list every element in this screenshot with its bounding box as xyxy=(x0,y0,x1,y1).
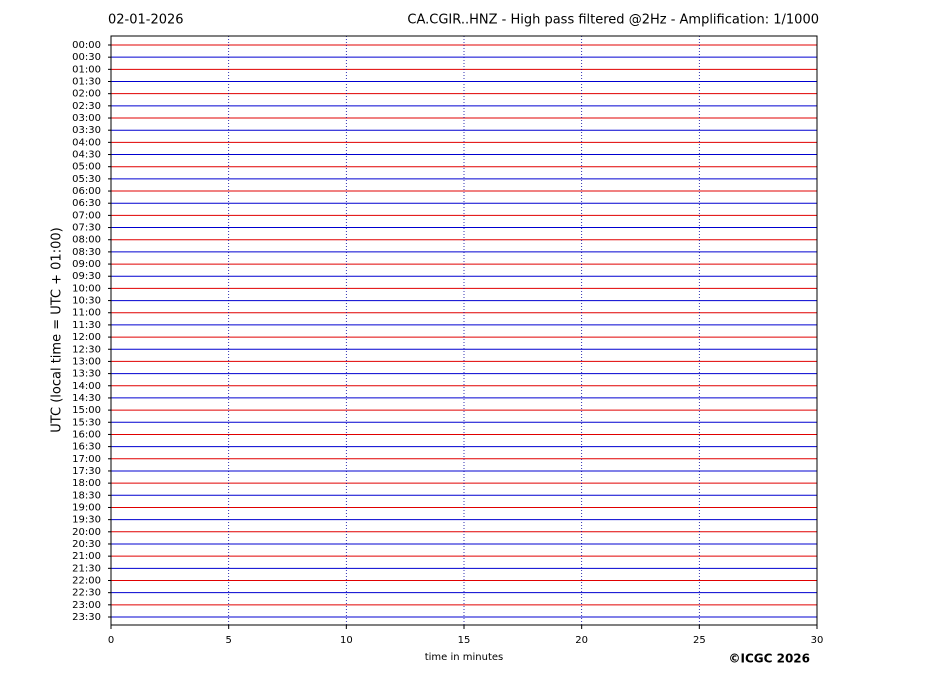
y-tick-label: 22:30 xyxy=(72,588,101,599)
x-tick-label: 20 xyxy=(575,635,588,646)
y-tick-label: 11:00 xyxy=(72,308,101,319)
y-tick-label: 22:00 xyxy=(72,575,101,586)
x-tick-label: 5 xyxy=(225,635,231,646)
y-tick-label: 13:00 xyxy=(72,356,101,367)
y-tick-label: 16:30 xyxy=(72,442,101,453)
y-tick-label: 20:00 xyxy=(72,527,101,538)
y-axis-label: UTC (local time = UTC + 01:00) xyxy=(50,227,65,432)
y-tick-label: 08:30 xyxy=(72,247,101,258)
y-tick-label: 05:00 xyxy=(72,162,101,173)
y-tick-label: 19:00 xyxy=(72,502,101,513)
y-tick-label: 02:00 xyxy=(72,89,101,100)
y-tick-label: 17:00 xyxy=(72,454,101,465)
y-tick-label: 19:30 xyxy=(72,515,101,526)
y-tick-label: 17:30 xyxy=(72,466,101,477)
x-tick-label: 0 xyxy=(108,635,114,646)
y-tick-label: 04:30 xyxy=(72,150,101,161)
y-tick-label: 21:30 xyxy=(72,563,101,574)
y-tick-label: 06:30 xyxy=(72,198,101,209)
y-tick-label: 18:00 xyxy=(72,478,101,489)
y-tick-label: 01:00 xyxy=(72,64,101,75)
x-tick-label: 10 xyxy=(340,635,353,646)
y-tick-label: 09:00 xyxy=(72,259,101,270)
y-tick-label: 01:30 xyxy=(72,77,101,88)
plot-frame xyxy=(110,35,818,626)
y-tick-label: 08:00 xyxy=(72,235,101,246)
y-tick-label: 12:30 xyxy=(72,344,101,355)
y-tick-label: 15:00 xyxy=(72,405,101,416)
y-tick-label: 03:00 xyxy=(72,113,101,124)
y-tick-label: 09:30 xyxy=(72,271,101,282)
y-tick-label: 23:30 xyxy=(72,612,101,623)
y-tick-label: 20:30 xyxy=(72,539,101,550)
y-tick-label: 14:30 xyxy=(72,393,101,404)
x-tick-label: 25 xyxy=(693,635,706,646)
y-tick-label: 05:30 xyxy=(72,174,101,185)
y-tick-label: 07:00 xyxy=(72,210,101,221)
chart-date: 02-01-2026 xyxy=(108,13,184,28)
y-tick-label: 12:00 xyxy=(72,332,101,343)
x-axis-label: time in minutes xyxy=(425,652,504,663)
y-tick-label: 11:30 xyxy=(72,320,101,331)
x-tick-label: 15 xyxy=(458,635,471,646)
y-tick-label: 16:00 xyxy=(72,429,101,440)
x-tick-label: 30 xyxy=(811,635,824,646)
y-tick-label: 04:00 xyxy=(72,137,101,148)
chart-title: CA.CGIR..HNZ - High pass filtered @2Hz -… xyxy=(407,13,819,28)
y-tick-label: 23:00 xyxy=(72,600,101,611)
y-tick-label: 10:00 xyxy=(72,283,101,294)
y-tick-label: 18:30 xyxy=(72,490,101,501)
y-tick-label: 13:30 xyxy=(72,369,101,380)
copyright: ©ICGC 2026 xyxy=(728,652,810,666)
y-tick-label: 00:30 xyxy=(72,52,101,63)
y-tick-label: 06:00 xyxy=(72,186,101,197)
y-tick-label: 14:00 xyxy=(72,381,101,392)
y-tick-label: 21:00 xyxy=(72,551,101,562)
y-tick-label: 10:30 xyxy=(72,296,101,307)
y-tick-label: 03:30 xyxy=(72,125,101,136)
y-tick-label: 02:30 xyxy=(72,101,101,112)
y-tick-label: 07:30 xyxy=(72,223,101,234)
y-tick-label: 00:00 xyxy=(72,40,101,51)
y-tick-label: 15:30 xyxy=(72,417,101,428)
